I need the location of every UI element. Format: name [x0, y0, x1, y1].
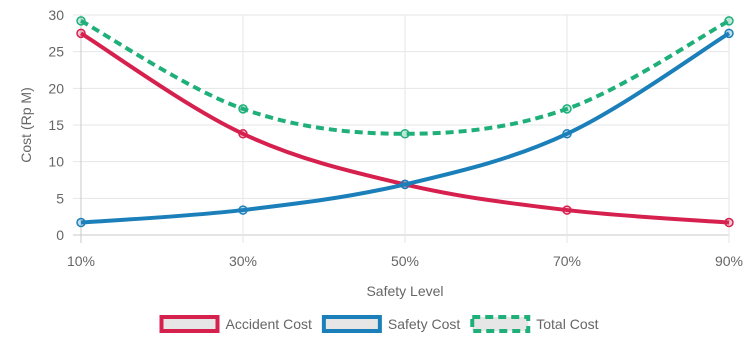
- y-tick-label: 5: [56, 190, 64, 206]
- series-total-cost: [76, 16, 734, 139]
- legend-label: Safety Cost: [388, 316, 460, 332]
- y-tick-label: 15: [48, 117, 64, 133]
- x-tick-label: 50%: [391, 253, 419, 269]
- y-tick-label: 25: [48, 44, 64, 60]
- y-tick-label: 20: [48, 80, 64, 96]
- legend-swatch: [321, 315, 382, 333]
- legend-swatch: [470, 315, 531, 333]
- data-point[interactable]: [562, 205, 572, 215]
- y-tick-label: 0: [56, 227, 64, 243]
- series-lines: [76, 16, 734, 228]
- data-point[interactable]: [724, 217, 734, 228]
- x-tick-labels: 10% 30% 50% 70% 90%: [67, 253, 743, 269]
- y-tick-labels: 0 5 10 15 20 25 30: [48, 7, 64, 243]
- data-point[interactable]: [76, 16, 86, 26]
- data-point[interactable]: [76, 217, 86, 228]
- y-axis-title: Cost (Rp M): [18, 87, 34, 162]
- series-line: [80, 31, 731, 225]
- data-point[interactable]: [724, 28, 734, 39]
- series-safety-cost: [76, 28, 734, 228]
- series-line: [80, 19, 730, 136]
- data-point[interactable]: [400, 129, 410, 139]
- data-point[interactable]: [400, 179, 410, 190]
- x-tick-label: 70%: [553, 253, 581, 269]
- legend-label: Accident Cost: [226, 316, 312, 332]
- data-point[interactable]: [238, 104, 248, 114]
- grid-lines: [73, 14, 730, 243]
- data-point[interactable]: [562, 104, 572, 114]
- legend-item-total-cost[interactable]: Total Cost: [470, 315, 599, 333]
- legend[interactable]: Accident Cost Safety Cost Total Cost: [159, 315, 599, 333]
- x-tick-label: 10%: [67, 253, 95, 269]
- legend-label: Total Cost: [536, 316, 598, 332]
- x-tick-label: 90%: [715, 253, 743, 269]
- data-point[interactable]: [238, 129, 248, 139]
- data-point[interactable]: [724, 16, 734, 26]
- y-tick-label: 30: [48, 7, 64, 23]
- data-point[interactable]: [562, 129, 572, 139]
- x-axis-title: Safety Level: [366, 283, 443, 299]
- legend-swatch: [159, 315, 220, 333]
- data-point[interactable]: [76, 28, 86, 39]
- data-point[interactable]: [238, 205, 248, 215]
- legend-item-accident-cost[interactable]: Accident Cost: [159, 315, 312, 333]
- legend-item-safety-cost[interactable]: Safety Cost: [321, 315, 460, 333]
- x-tick-label: 30%: [229, 253, 257, 269]
- y-tick-label: 10: [48, 154, 64, 170]
